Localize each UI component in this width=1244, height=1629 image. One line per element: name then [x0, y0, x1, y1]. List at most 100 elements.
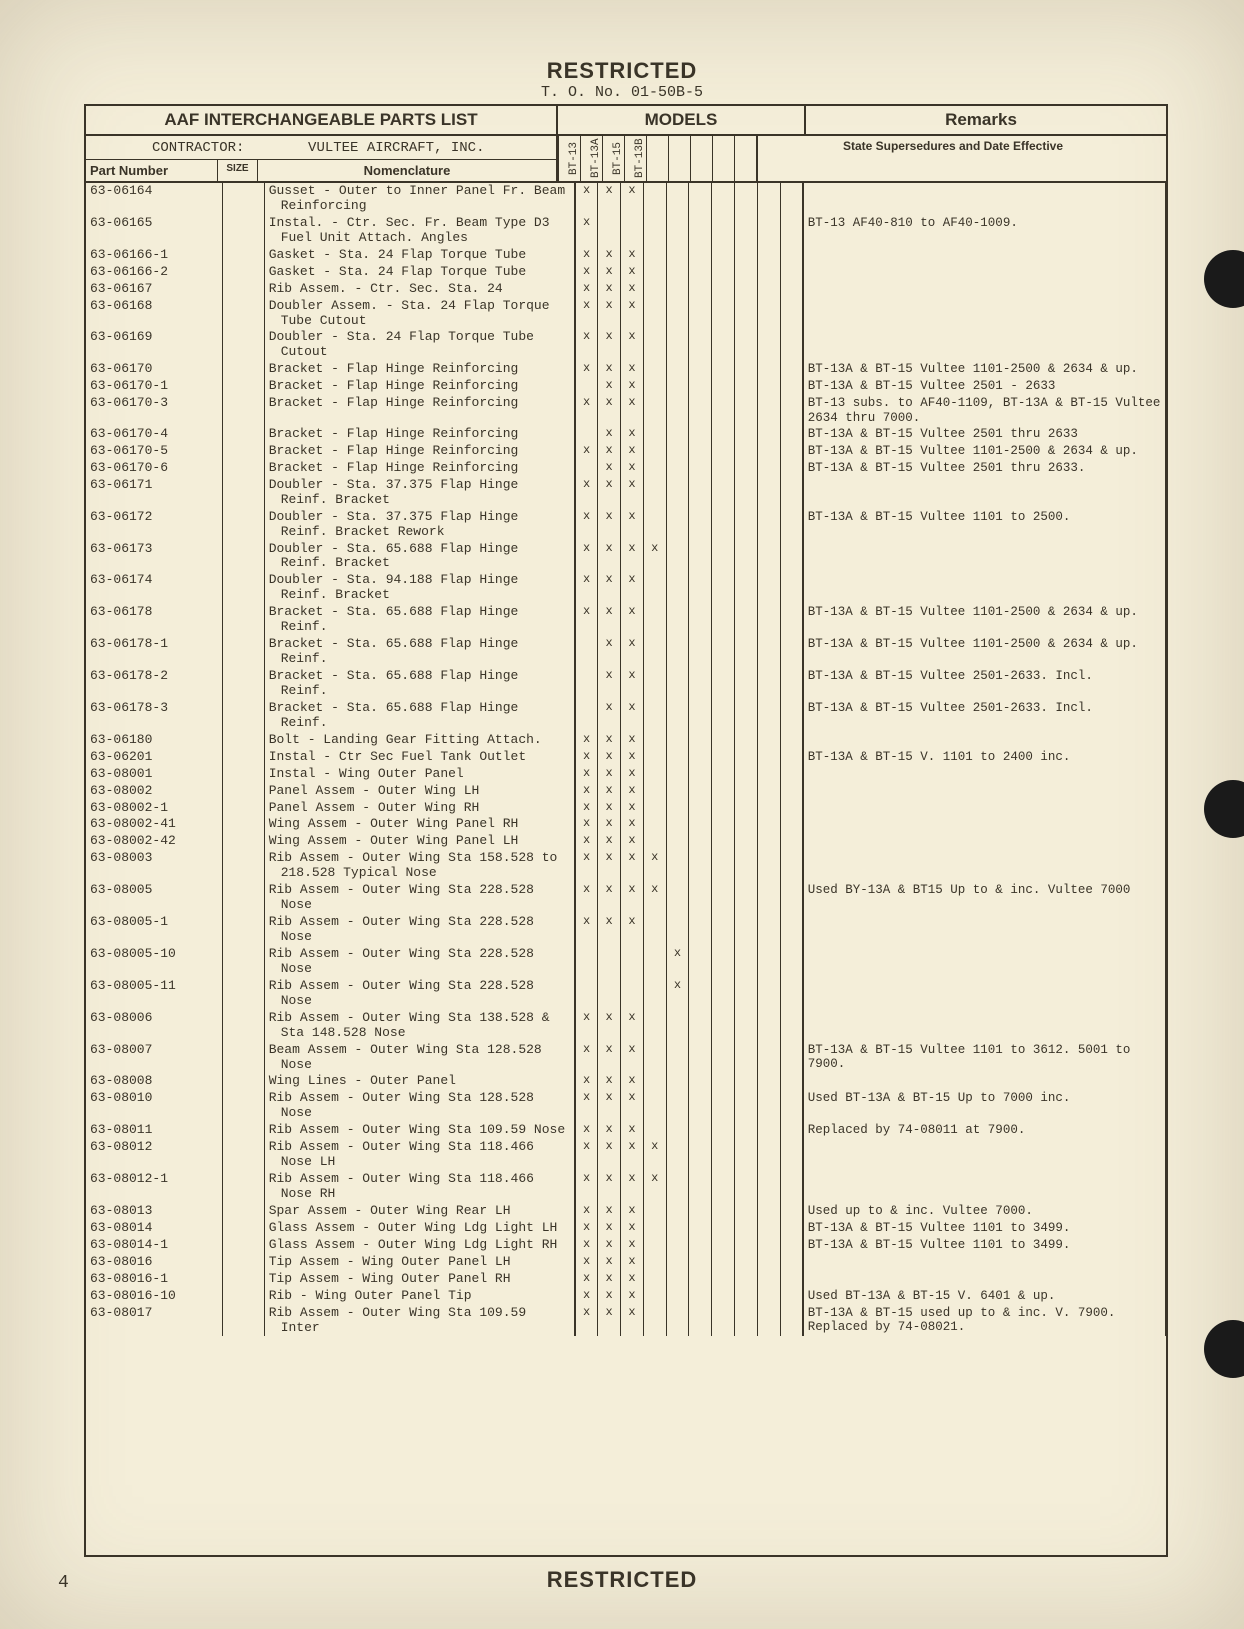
model-mark-cell [780, 668, 803, 700]
model-mark-cell [643, 1090, 666, 1122]
model-mark-cell [643, 1254, 666, 1271]
model-mark-cell: x [575, 215, 598, 247]
model-mark-cell [575, 426, 598, 443]
size-cell [223, 914, 264, 946]
part-number-cell: 63-08005 [86, 882, 223, 914]
size-cell [223, 850, 264, 882]
nomenclature-cell: Bracket - Sta. 65.688 Flap Hinge Reinf. [264, 604, 575, 636]
model-mark-cell [712, 1237, 735, 1254]
model-mark-cell: x [621, 378, 644, 395]
model-mark-cell: x [621, 636, 644, 668]
model-mark-cell [780, 1122, 803, 1139]
model-mark-cell [712, 541, 735, 573]
model-mark-cell [666, 443, 689, 460]
model-mark-cell [666, 572, 689, 604]
nomenclature-cell: Doubler - Sta. 37.375 Flap Hinge Reinf. … [264, 509, 575, 541]
part-number-cell: 63-08010 [86, 1090, 223, 1122]
remarks-sub-text: State Supersedures and Date Effective [782, 139, 1124, 153]
remarks-cell [803, 850, 1166, 882]
table-row: 63-06167Rib Assem. - Ctr. Sec. Sta. 24xx… [86, 281, 1166, 298]
part-number-cell: 63-08012-1 [86, 1171, 223, 1203]
model-mark-cell [689, 800, 712, 817]
model-mark-cell: x [575, 816, 598, 833]
model-mark-cell [734, 783, 757, 800]
table-row: 63-08011Rib Assem - Outer Wing Sta 109.5… [86, 1122, 1166, 1139]
model-mark-cell [734, 541, 757, 573]
model-mark-cell: x [643, 850, 666, 882]
model-mark-cell [689, 766, 712, 783]
model-mark-cell [780, 1203, 803, 1220]
nomenclature-cell: Rib Assem. - Ctr. Sec. Sta. 24 [264, 281, 575, 298]
classification-bottom: RESTRICTED [0, 1567, 1244, 1593]
model-mark-cell [643, 378, 666, 395]
part-number-cell: 63-06167 [86, 281, 223, 298]
part-number-cell: 63-06170-5 [86, 443, 223, 460]
model-mark-cell [734, 1237, 757, 1254]
size-cell [223, 477, 264, 509]
model-mark-cell [666, 1139, 689, 1171]
table-row: 63-08006Rib Assem - Outer Wing Sta 138.5… [86, 1010, 1166, 1042]
nomenclature-cell: Rib - Wing Outer Panel Tip [264, 1288, 575, 1305]
model-mark-cell: x [598, 1090, 621, 1122]
table-row: 63-06170-3Bracket - Flap Hinge Reinforci… [86, 395, 1166, 426]
part-number-cell: 63-06165 [86, 215, 223, 247]
part-number-cell: 63-06178-3 [86, 700, 223, 732]
model-mark-cell [621, 978, 644, 1010]
nomenclature-cell: Wing Lines - Outer Panel [264, 1073, 575, 1090]
model-mark-cell: x [598, 914, 621, 946]
model-col-header [712, 136, 734, 181]
nomenclature-cell: Bracket - Sta. 65.688 Flap Hinge Reinf. [264, 700, 575, 732]
model-mark-cell [780, 1271, 803, 1288]
model-mark-cell: x [621, 329, 644, 361]
model-mark-cell: x [598, 783, 621, 800]
model-mark-cell: x [598, 1271, 621, 1288]
model-mark-cell: x [598, 395, 621, 426]
model-mark-cell: x [575, 509, 598, 541]
model-mark-cell: x [621, 1288, 644, 1305]
model-mark-cell [575, 460, 598, 477]
table-row: 63-06180Bolt - Landing Gear Fitting Atta… [86, 732, 1166, 749]
model-mark-cell [643, 443, 666, 460]
model-mark-cell: x [621, 1090, 644, 1122]
model-mark-cell: x [598, 264, 621, 281]
model-mark-cell: x [621, 668, 644, 700]
table-row: 63-06166-1Gasket - Sta. 24 Flap Torque T… [86, 247, 1166, 264]
size-cell [223, 833, 264, 850]
nomenclature-cell: Gasket - Sta. 24 Flap Torque Tube [264, 247, 575, 264]
model-mark-cell [712, 1305, 735, 1337]
remarks-cell [803, 783, 1166, 800]
model-mark-cell [666, 732, 689, 749]
model-mark-cell [712, 395, 735, 426]
model-mark-cell [780, 395, 803, 426]
model-mark-cell [643, 783, 666, 800]
model-mark-cell [757, 329, 780, 361]
size-cell [223, 572, 264, 604]
model-mark-cell: x [598, 477, 621, 509]
model-mark-cell: x [598, 281, 621, 298]
part-number-cell: 63-06172 [86, 509, 223, 541]
model-mark-cell: x [621, 850, 644, 882]
model-mark-cell [666, 850, 689, 882]
model-mark-cell [666, 264, 689, 281]
model-mark-cell [712, 946, 735, 978]
model-mark-cell [712, 1220, 735, 1237]
model-mark-cell [712, 215, 735, 247]
model-mark-cell [643, 816, 666, 833]
model-mark-cell: x [575, 850, 598, 882]
nomenclature-cell: Panel Assem - Outer Wing RH [264, 800, 575, 817]
part-number-cell: 63-08008 [86, 1073, 223, 1090]
model-mark-cell [712, 850, 735, 882]
model-mark-cell: x [621, 541, 644, 573]
model-mark-cell: x [621, 882, 644, 914]
size-cell [223, 816, 264, 833]
model-mark-cell: x [575, 833, 598, 850]
model-mark-cell [712, 247, 735, 264]
model-mark-cell [689, 426, 712, 443]
model-mark-cell: x [598, 1139, 621, 1171]
size-cell [223, 1042, 264, 1074]
size-cell [223, 1288, 264, 1305]
model-mark-cell: x [575, 1220, 598, 1237]
model-mark-cell [712, 668, 735, 700]
parts-table: 63-06164Gusset - Outer to Inner Panel Fr… [86, 183, 1166, 1336]
model-mark-cell [734, 1271, 757, 1288]
